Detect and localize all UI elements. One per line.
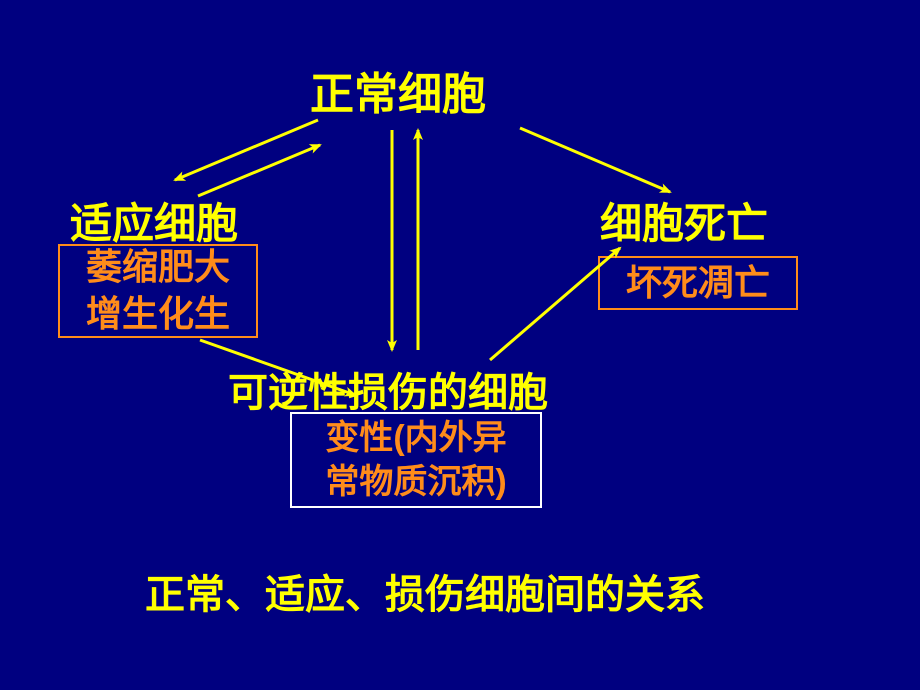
box-line: 常物质沉积): [325, 460, 506, 504]
node-top: 正常细胞: [310, 58, 486, 122]
node-right-text: 细胞死亡: [600, 200, 768, 247]
box-line: 变性(内外异: [325, 416, 506, 460]
node-middle: 可逆性损伤的细胞: [228, 360, 548, 418]
node-top-text: 正常细胞: [310, 70, 486, 119]
node-bottom: 正常、适应、损伤细胞间的关系: [145, 562, 705, 620]
box-line: 萎缩肥大: [86, 244, 230, 291]
node-left-text: 适应细胞: [70, 200, 238, 247]
arrow-top-to-right: [520, 128, 670, 192]
node-right: 细胞死亡: [600, 190, 768, 251]
box-right: 坏死凋亡: [598, 256, 798, 310]
arrow-top-to-left-upper: [175, 120, 318, 180]
node-bottom-text: 正常、适应、损伤细胞间的关系: [145, 573, 705, 617]
box-middle: 变性(内外异常物质沉积): [290, 412, 542, 508]
box-left: 萎缩肥大增生化生: [58, 244, 258, 338]
box-line: 坏死凋亡: [626, 260, 770, 307]
node-left: 适应细胞: [70, 190, 238, 251]
arrow-left-to-top-lower: [198, 145, 320, 196]
box-line: 增生化生: [86, 291, 230, 338]
node-middle-text: 可逆性损伤的细胞: [228, 371, 548, 415]
